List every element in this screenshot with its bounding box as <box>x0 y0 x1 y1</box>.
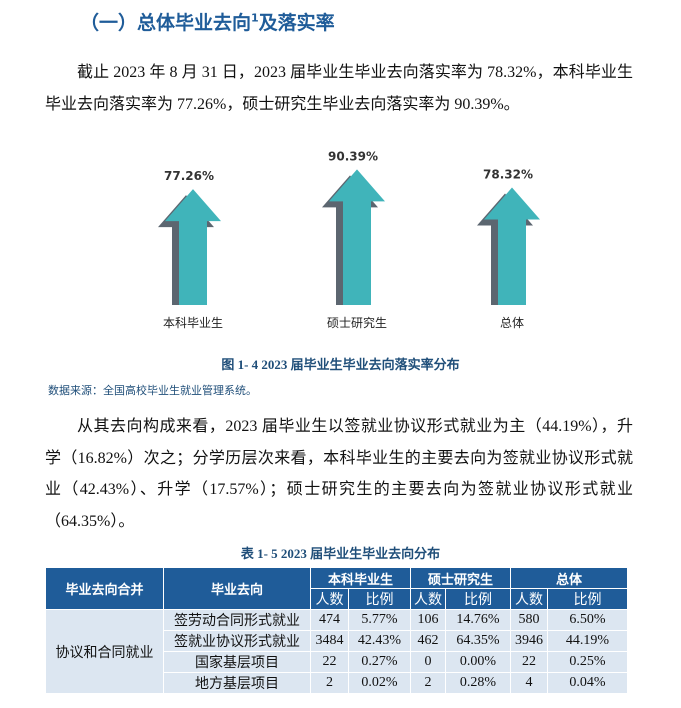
header-cell: 毕业去向 <box>163 567 311 610</box>
table-cell: 14.76% <box>445 609 511 631</box>
table-cell: 0.04% <box>547 672 628 694</box>
section-heading: （一）总体毕业去向1及落实率 <box>80 8 335 35</box>
subheader-cell: 比例 <box>348 588 411 610</box>
table-cell: 580 <box>510 609 548 631</box>
category-label: 总体 <box>500 316 524 330</box>
table-cell: 44.19% <box>547 630 628 652</box>
paragraph: 截止 2023 年 8 月 31 日，2023 届毕业生毕业去向落实率为 78.… <box>45 64 633 113</box>
table-caption: 表 1- 5 2023 届毕业生毕业去向分布 <box>240 546 441 561</box>
footnote-mark: 1 <box>251 11 259 25</box>
heading-text: 及落实率 <box>258 12 335 34</box>
table-cell: 签就业协议形式就业 <box>163 630 311 652</box>
table-cell: 22 <box>510 651 548 673</box>
table-cell: 签劳动合同形式就业 <box>163 609 311 631</box>
subheader-cell: 人数 <box>410 588 446 610</box>
arrow <box>165 189 221 305</box>
arrow <box>484 187 540 305</box>
heading-text: （一）总体毕业去向 <box>80 12 252 34</box>
header-cell: 硕士研究生 <box>410 567 511 589</box>
table-cell: 0.02% <box>348 672 411 694</box>
table-row: 国家基层项目 22 0.27% 0 0.00% 22 0.25% <box>46 651 628 673</box>
table-cell: 22 <box>310 651 349 673</box>
table-cell: 0.28% <box>445 672 511 694</box>
table-cell: 0.25% <box>547 651 628 673</box>
table-row: 地方基层项目 2 0.02% 2 0.28% 4 0.04% <box>46 672 628 694</box>
subheader-cell: 比例 <box>547 588 628 610</box>
table-cell: 0.00% <box>445 651 511 673</box>
table-cell: 2 <box>310 672 349 694</box>
value-label: 90.39% <box>328 149 378 163</box>
table-cell: 106 <box>410 609 446 631</box>
table-row: 协议和合同就业 签劳动合同形式就业 474 5.77% 106 14.76% 580 6.50… <box>45 609 628 694</box>
table-cell: 2 <box>410 672 446 694</box>
table-cell: 0 <box>410 651 446 673</box>
table-cell: 0.27% <box>348 651 411 673</box>
subheader-cell: 人数 <box>510 588 548 610</box>
subheader-cell: 人数 <box>310 588 349 610</box>
chart: 77.26% 本科毕业生 90.39% 硕士研究生 78.32% 总体 <box>158 149 540 330</box>
value-label: 78.32% <box>483 168 533 182</box>
table-cell: 6.50% <box>547 609 628 631</box>
table-cell: 地方基层项目 <box>163 672 311 694</box>
table-cell: 3484 <box>310 630 349 652</box>
table-cell: 国家基层项目 <box>163 651 311 673</box>
header-cell: 总体 <box>510 567 628 589</box>
table-cell: 474 <box>310 609 349 631</box>
group-cell: 协议和合同就业 <box>45 609 164 694</box>
header-cell: 本科毕业生 <box>310 567 411 589</box>
figure-caption: 图 1- 4 2023 届毕业生毕业去向落实率分布 <box>221 357 460 372</box>
table-cell: 5.77% <box>348 609 411 631</box>
category-label: 本科毕业生 <box>163 316 223 330</box>
table-cell: 42.43% <box>348 630 411 652</box>
paragraph: 从其去向构成来看，2023 届毕业生以签就业协议形式就业为主（44.19%），升… <box>45 418 633 530</box>
table-cell: 462 <box>410 630 446 652</box>
table-cell: 64.35% <box>445 630 511 652</box>
table-cell: 4 <box>510 672 548 694</box>
table: 毕业去向合并 毕业去向 本科毕业生 硕士研究生 总体 人数 比例 人数 比例 人数 比例 … <box>45 567 628 694</box>
category-label: 硕士研究生 <box>327 315 387 330</box>
table-cell: 3946 <box>510 630 548 652</box>
header-cell: 毕业去向合并 <box>45 567 164 610</box>
arrow <box>329 169 385 305</box>
source-note: 数据来源：全国高校毕业生就业管理系统。 <box>48 384 257 397</box>
value-label: 77.26% <box>164 169 214 183</box>
subheader-cell: 比例 <box>445 588 511 610</box>
